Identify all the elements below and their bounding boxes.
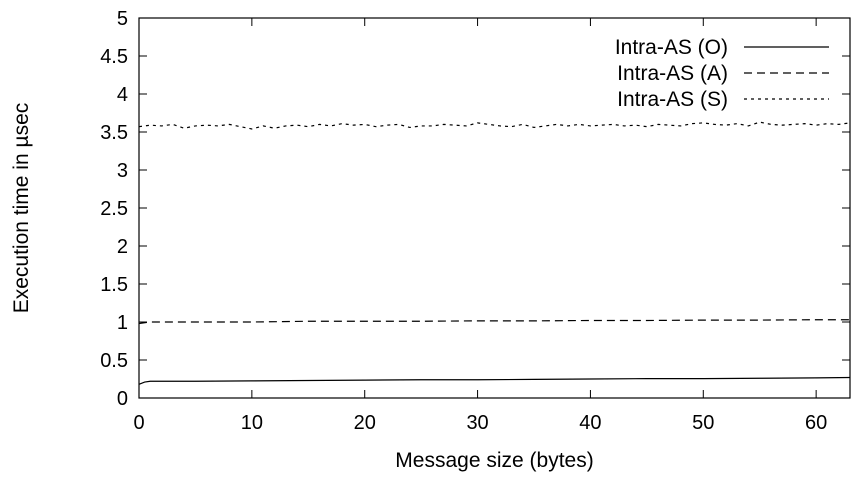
y-tick-label: 3	[117, 160, 128, 182]
series-layer	[138, 121, 851, 385]
y-tick-label: 0	[117, 388, 128, 410]
y-tick-label: 1.5	[100, 274, 128, 296]
x-tick-label: 10	[241, 412, 263, 434]
x-tick-label: 40	[579, 412, 601, 434]
y-tick-label: 3.5	[100, 122, 128, 144]
legend-label: Intra-AS (O)	[615, 36, 728, 59]
y-tick-label: 2.5	[100, 198, 128, 220]
x-tick-label: 50	[692, 412, 714, 434]
legend-label: Intra-AS (S)	[617, 88, 728, 111]
y-tick-label: 0.5	[100, 350, 128, 372]
y-tick-label: 4	[117, 84, 128, 106]
x-tick-label: 60	[805, 412, 827, 434]
y-axis-title: Execution time in µsec	[10, 103, 33, 314]
legend: Intra-AS (O) Intra-AS (A) Intra-AS (S)	[615, 36, 829, 111]
legend-label: Intra-AS (A)	[617, 62, 728, 85]
y-tick-label: 5	[117, 8, 128, 30]
y-tick-label: 2	[117, 236, 128, 258]
y-tick-label: 1	[117, 312, 128, 334]
series-line-2	[138, 121, 851, 130]
x-tick-label: 0	[133, 412, 144, 434]
plot-frame	[138, 17, 851, 399]
x-tick-label: 20	[354, 412, 376, 434]
series-line-0	[138, 376, 851, 385]
x-axis-title: Message size (bytes)	[395, 449, 593, 472]
y-axis-ticks: 0 0.5 1 1.5 2 2.5 3 3.5 4 4.5 5	[100, 8, 850, 410]
series-line-1	[138, 319, 850, 325]
y-tick-label: 4.5	[100, 46, 128, 68]
x-tick-label: 30	[466, 412, 488, 434]
